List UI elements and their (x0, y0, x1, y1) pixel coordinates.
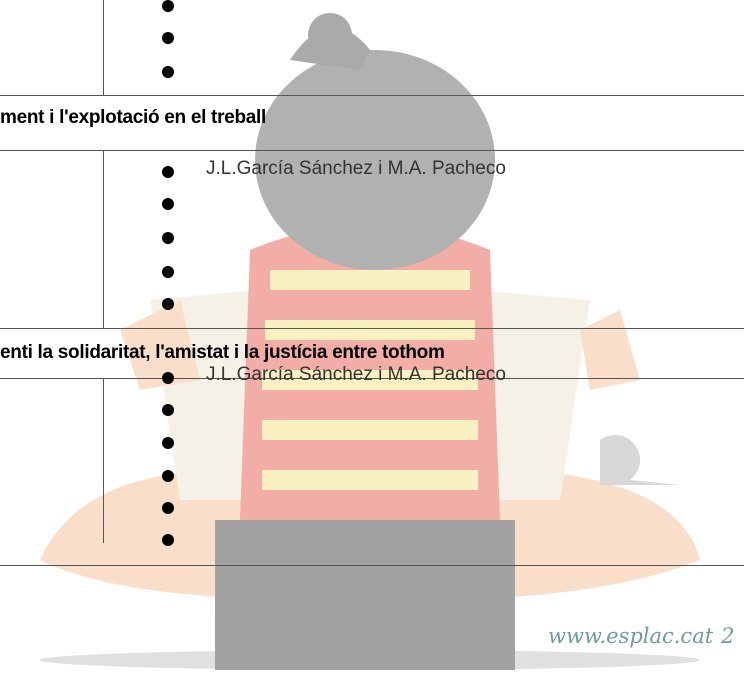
table-bottom (0, 565, 744, 566)
bullet (162, 437, 174, 449)
footer: www.esplac.cat 2 (548, 624, 743, 648)
row-border (0, 150, 744, 151)
row-border (0, 378, 744, 379)
bullet (162, 198, 174, 210)
author: J.L.García Sánchez i M.A. Pacheco (206, 364, 506, 385)
bullet (162, 404, 174, 416)
bullet (162, 266, 174, 278)
column-divider (103, 150, 104, 328)
website: www.esplac.cat (548, 624, 714, 648)
bullet (162, 502, 174, 514)
bullet (162, 0, 174, 12)
row-border (0, 328, 744, 329)
bullet (162, 166, 174, 178)
bullet (162, 534, 174, 546)
column-divider (103, 0, 104, 95)
column-divider (103, 378, 104, 543)
bullet (162, 298, 174, 310)
bullet (162, 372, 174, 384)
section-title: ment i l'explotació en el treball (0, 107, 266, 128)
bullet (162, 470, 174, 482)
author: J.L.García Sánchez i M.A. Pacheco (206, 158, 506, 179)
bullet (162, 66, 174, 78)
section-title: enti la solidaritat, l'amistat i la just… (0, 342, 445, 363)
bullet (162, 32, 174, 44)
bullet (162, 232, 174, 244)
page-number: 2 (721, 624, 735, 648)
row-border (0, 95, 744, 96)
